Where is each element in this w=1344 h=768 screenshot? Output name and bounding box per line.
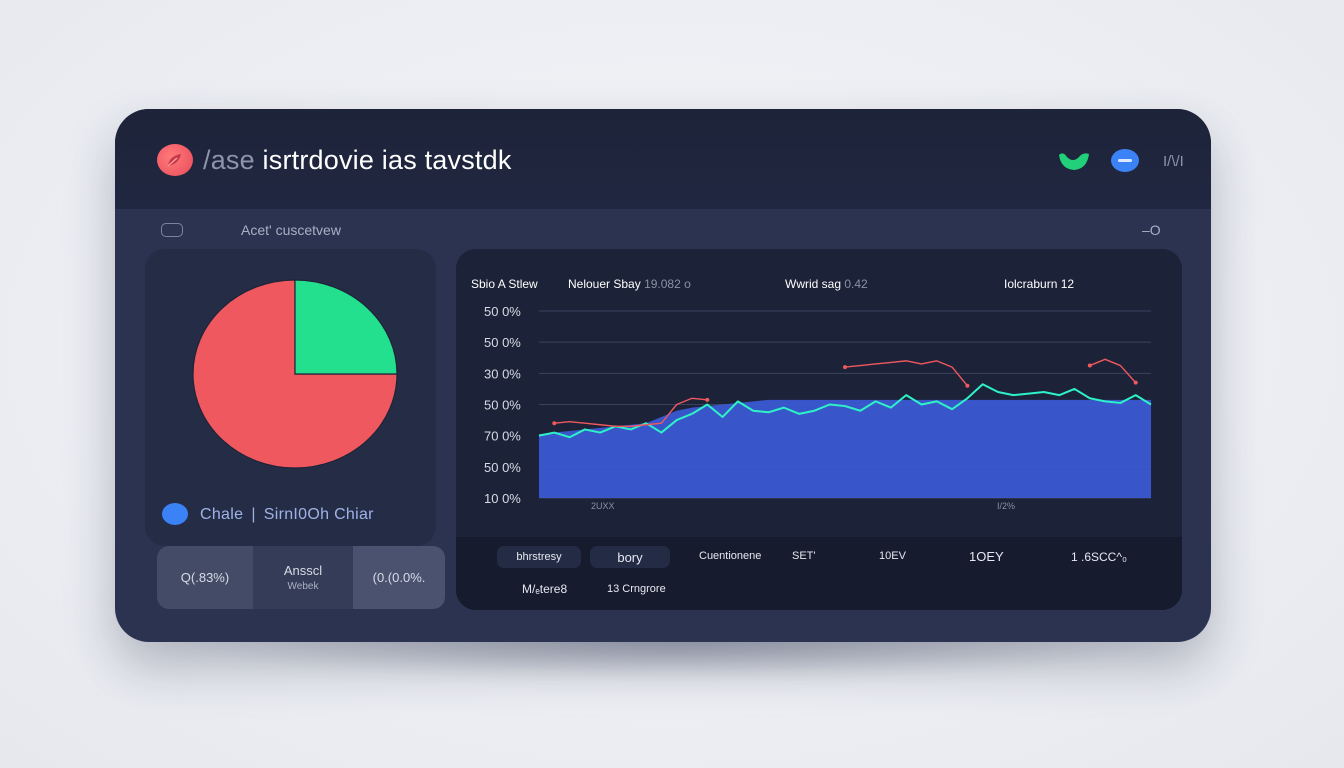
table-cell-1-6: 1OEY [969, 549, 1004, 564]
chart-header-4: Iolcraburn 12 [1004, 277, 1075, 291]
red-line-series[interactable] [554, 397, 708, 428]
chart-header-3-value: 0.42 [844, 277, 868, 291]
red-line-point [965, 383, 970, 388]
table-cell-1-5: 10EV [879, 550, 906, 562]
pie-slice-2[interactable] [294, 279, 398, 375]
y-tick-label: 10 0% [484, 491, 521, 506]
table-cell-1-7: 1 .6SCC^₀ [1071, 550, 1127, 564]
red-line-point [705, 397, 710, 402]
red-line-point [843, 365, 847, 370]
chart-table: bhrstresy bory Cuentionene SET' 10EV 1OE… [456, 537, 1182, 610]
chart-header-1: Sbio A Stlew [471, 277, 538, 291]
legend-label-b: SirnI0Oh Chiar [263, 506, 374, 523]
section-title: Acet' cuscetvew [241, 222, 341, 238]
table-cell-1-3: Cuentionene [699, 550, 762, 562]
app-title: /ase isrtrdovie ias tavstdk [203, 145, 512, 176]
header-bar: /ase isrtrdovie ias tavstdk I/\/I [115, 109, 1211, 209]
stat-tile-2-sub: Webek [287, 581, 319, 592]
pie-chart-panel: Chale | SirnI0Oh Chiar [145, 249, 436, 546]
stat-tile-3-value: (0.(0.0%. [372, 570, 426, 585]
y-tick-label: 50 0% [484, 304, 521, 319]
chart-header-2-label: Nelouer Sbay [568, 277, 641, 291]
legend-separator: | [251, 506, 256, 523]
red-line-point [1133, 380, 1138, 385]
leaf-icon[interactable] [1057, 149, 1091, 178]
chart-header-3-label: Wwrid sag [785, 277, 842, 291]
app-window: /ase isrtrdovie ias tavstdk I/\/I Acet' … [115, 109, 1211, 642]
pie-slice-1[interactable] [192, 279, 398, 469]
stat-tile-2[interactable]: Ansscl Webek [253, 546, 353, 609]
area-series[interactable] [539, 399, 1151, 498]
table-cell-2-1: M/ₑtere8 [522, 582, 568, 596]
pie-chart [192, 279, 398, 469]
stat-tile-2-value: Ansscl [283, 563, 323, 578]
app-title-main: isrtrdovie ias tavstdk [262, 145, 512, 175]
y-tick-label: 70 0% [484, 429, 521, 444]
legend-dot-icon [162, 503, 188, 525]
panel-toggle-icon[interactable] [161, 223, 183, 237]
pie-legend: Chale | SirnI0Oh Chiar [200, 506, 374, 524]
header-user-label[interactable]: I/\/I [1163, 153, 1184, 170]
minus-circle-icon[interactable] [1111, 149, 1139, 172]
app-title-prefix: /ase [203, 145, 255, 175]
chart-header-2-value: 19.082 o [644, 277, 691, 291]
stat-tile-1[interactable]: Q(.83%) [157, 546, 253, 609]
y-tick-label: 50 0% [484, 398, 521, 413]
area-chart: 50 0% 50 0% 30 0% 50 0% 70 0% 50 0% 10 0% 2UXX I… [484, 304, 1152, 511]
x-tick-label: I/2% [997, 501, 1015, 511]
chart-header-3: Wwrid sag 0.42 [785, 277, 868, 291]
chart-header-2: Nelouer Sbay 19.082 o [568, 277, 691, 291]
section-options-button[interactable]: –O [1142, 222, 1161, 238]
y-tick-label: 30 0% [484, 366, 521, 381]
line-chart-panel: Sbio A Stlew Nelouer Sbay 19.082 o Wwrid… [456, 249, 1182, 610]
legend-label-a: Chale [200, 506, 244, 523]
y-tick-label: 50 0% [484, 460, 521, 475]
brand-logo-icon[interactable] [157, 144, 193, 176]
red-line-series[interactable] [844, 360, 968, 387]
red-line-series[interactable] [1089, 358, 1137, 384]
table-chip-1[interactable]: bhrstresy [497, 546, 581, 568]
stat-tile-3[interactable]: (0.(0.0%. [353, 546, 445, 609]
stat-tile-1-value: Q(.83%) [180, 570, 230, 585]
table-cell-1-4: SET' [792, 550, 816, 562]
x-tick-label: 2UXX [591, 501, 615, 511]
red-line-point [552, 421, 557, 426]
y-tick-label: 50 0% [484, 335, 521, 350]
table-cell-2-2: 13 Crngrore [607, 583, 666, 595]
table-chip-2[interactable]: bory [590, 546, 670, 568]
red-line-point [1087, 363, 1092, 368]
